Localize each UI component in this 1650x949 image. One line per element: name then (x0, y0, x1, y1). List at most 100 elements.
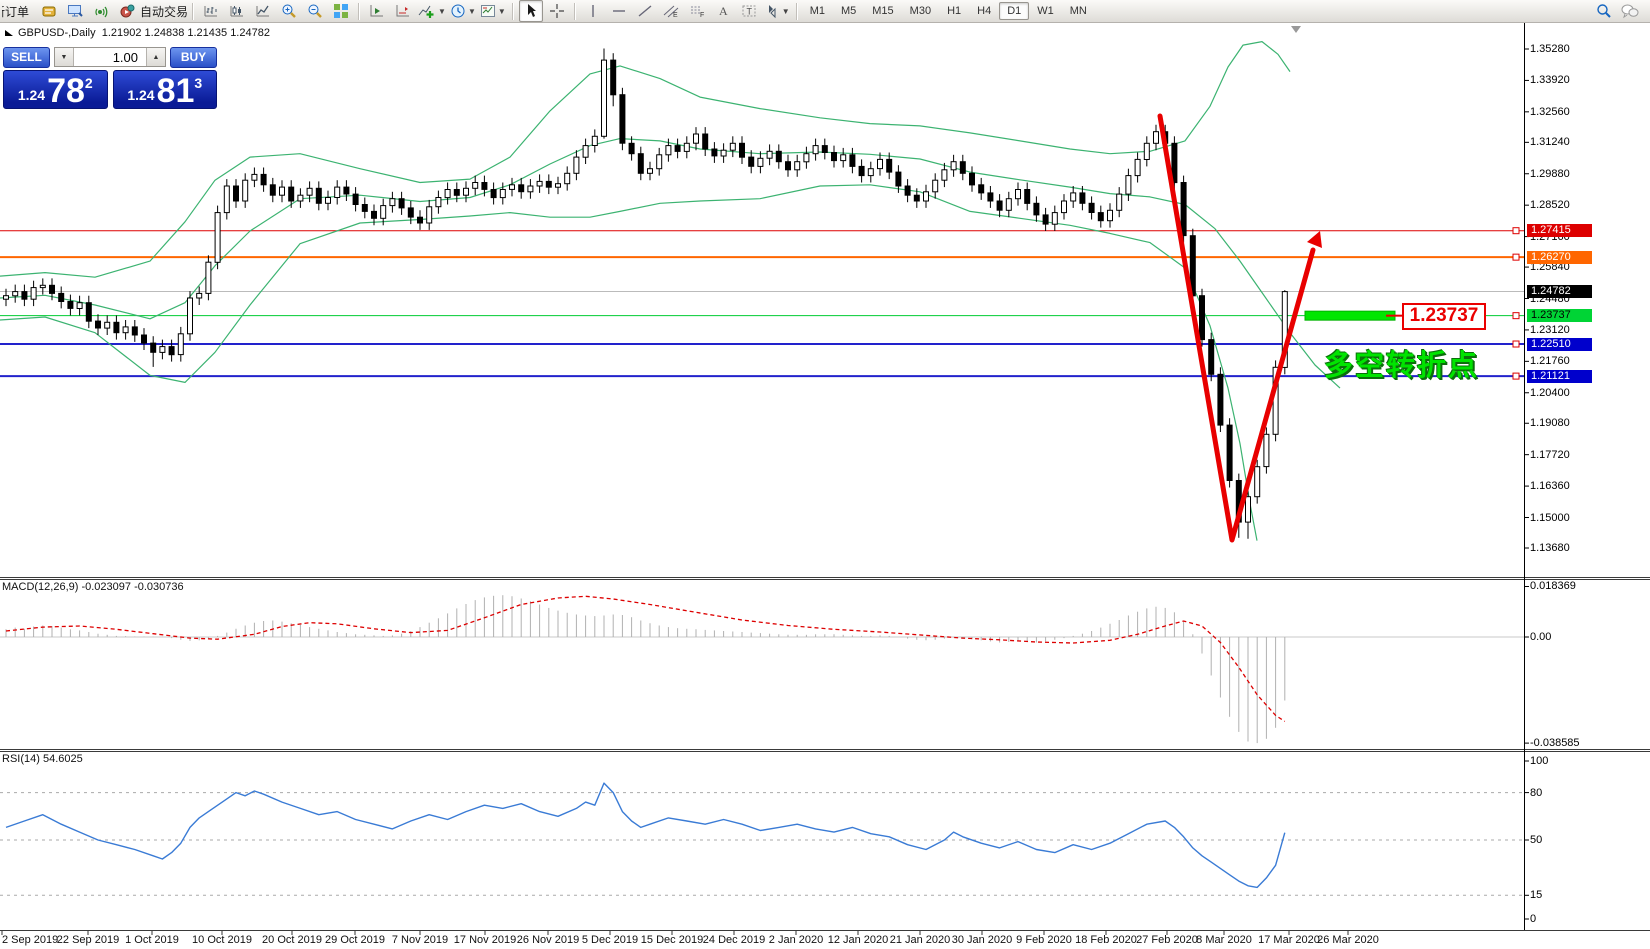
price-tick-label: 1.25840 (1530, 261, 1570, 274)
toolbar-separator (358, 2, 361, 20)
date-tick-label: 15 Dec 2019 (640, 934, 704, 946)
signal-icon[interactable] (89, 0, 113, 22)
timeframe-m30-button[interactable]: M30 (909, 5, 932, 17)
price-level-badge: 1.24782 (1527, 285, 1592, 299)
volume-increase-button[interactable]: ▲ (146, 48, 165, 66)
rsi-scale-label: 100 (1530, 755, 1549, 767)
date-tick-label: 10 Oct 2019 (192, 934, 252, 946)
date-tick-label: 2 Sep 2019 (2, 934, 59, 946)
date-tick-label: 1 Oct 2019 (125, 934, 179, 946)
rsi-scale-label: 0 (1530, 913, 1537, 925)
date-tick-label: 21 Jan 2020 (889, 934, 951, 946)
market-watch-icon[interactable] (37, 0, 61, 22)
line-chart-icon[interactable] (251, 0, 275, 22)
timeframe-h1-button[interactable]: H1 (947, 5, 962, 17)
auto-trading-label[interactable]: 自动交易 (140, 4, 189, 19)
price-level-badge: 1.22510 (1527, 337, 1592, 351)
svg-text:F: F (700, 12, 704, 19)
price-tick-label: 1.28520 (1530, 199, 1570, 212)
periods-icon[interactable]: ▼ (449, 0, 477, 22)
price-tick-label: 1.17720 (1530, 448, 1570, 461)
buy-price-tile[interactable]: 1.24 81 3 (112, 70, 217, 110)
price-tick-label: 1.21760 (1530, 355, 1570, 368)
timeframe-d1-button[interactable]: D1 (999, 2, 1030, 20)
indicators-icon[interactable]: ▼ (417, 0, 447, 22)
sell-price-big: 78 (47, 72, 85, 110)
chevron-down-icon: ▼ (781, 6, 790, 16)
arrows-icon[interactable]: ▼ (763, 0, 791, 22)
sell-price-tile[interactable]: 1.24 78 2 (3, 70, 108, 109)
timeframe-m1-button[interactable]: M1 (809, 5, 825, 17)
timeframe-h4-button[interactable]: H4 (977, 5, 992, 17)
price-tick-label: 1.15000 (1530, 511, 1570, 524)
date-tick-label: 17 Mar 2020 (1258, 934, 1320, 946)
auto-scroll-icon[interactable] (365, 0, 389, 22)
timeframe-w1-button[interactable]: W1 (1037, 5, 1054, 17)
crosshair-icon[interactable] (545, 0, 569, 22)
date-tick-label: 27 Feb 2020 (1136, 934, 1198, 946)
zoom-out-icon[interactable] (303, 0, 327, 22)
vertical-line-icon[interactable] (581, 0, 605, 22)
volume-value[interactable]: 1.00 (112, 49, 138, 65)
sell-price-pip: 2 (84, 75, 93, 91)
search-icon[interactable] (1592, 0, 1616, 22)
timeframe-m15-button[interactable]: M15 (872, 5, 894, 17)
svg-text:A: A (719, 4, 728, 18)
timeframe-mn-button[interactable]: MN (1069, 5, 1087, 17)
date-tick-label: 30 Jan 2020 (951, 934, 1013, 946)
bar-chart-icon[interactable] (199, 0, 223, 22)
target-price-label[interactable]: 1.23737 (1402, 302, 1486, 330)
chart-shift-icon[interactable] (391, 0, 415, 22)
timeframe-m5-button[interactable]: M5 (840, 5, 857, 17)
zoom-in-icon[interactable] (277, 0, 301, 22)
buy-price-prefix: 1.24 (127, 87, 155, 103)
volume-stepper: ▼ 1.00 ▲ (54, 47, 166, 67)
volume-decrease-button[interactable]: ▼ (55, 48, 74, 66)
sell-button[interactable]: SELL (3, 46, 50, 68)
svg-text:E: E (673, 12, 678, 19)
date-tick-label: 18 Feb 2020 (1075, 934, 1137, 946)
price-tick-label: 1.32560 (1530, 105, 1570, 118)
trendline-icon[interactable] (633, 0, 657, 22)
cursor-icon[interactable] (518, 0, 543, 22)
price-tick-label: 1.33920 (1530, 74, 1570, 87)
buy-price-big: 81 (156, 72, 195, 110)
tile-windows-icon[interactable] (329, 0, 353, 22)
timeframe-group: M1 M5 M15 M30 H1 H4 D1 W1 MN (802, 2, 1095, 20)
date-tick-label: 12 Jan 2020 (827, 934, 889, 946)
price-tick-label: 1.16360 (1530, 480, 1570, 493)
candlestick-chart-icon[interactable] (225, 0, 249, 22)
sell-price-prefix: 1.24 (17, 87, 46, 103)
price-level-badge: 1.21121 (1527, 369, 1592, 383)
date-tick-label: 26 Nov 2019 (516, 934, 580, 946)
rsi-scale-label: 15 (1530, 889, 1543, 902)
price-tick-label: 1.23120 (1530, 323, 1570, 336)
new-order-button[interactable]: 新订单 (2, 4, 30, 19)
terminal-icon[interactable] (63, 0, 87, 22)
rsi-scale-label: 80 (1530, 786, 1543, 799)
text-icon[interactable]: A (711, 0, 735, 22)
date-tick-label: 8 Mar 2020 (1196, 934, 1252, 946)
toolbar-separator (573, 2, 576, 20)
reversal-point-annotation[interactable]: 多空转折点 (1324, 350, 1480, 382)
horizontal-line-icon[interactable] (607, 0, 631, 22)
fibonacci-icon[interactable]: F (685, 0, 709, 22)
toolbar-separator (795, 2, 798, 20)
chevron-down-icon: ▼ (438, 6, 446, 16)
auto-trading-icon[interactable] (115, 0, 139, 22)
macd-scale-label: 0.018369 (1530, 580, 1576, 593)
buy-button[interactable]: BUY (170, 46, 217, 68)
rsi-scale-label: 50 (1530, 834, 1543, 846)
equidistant-channel-icon[interactable]: E (659, 0, 683, 22)
text-label-icon[interactable]: T (737, 0, 761, 22)
symbol-marker-icon (5, 30, 13, 36)
buy-price-pip: 3 (194, 75, 203, 91)
toolbar-separator (511, 2, 514, 20)
chat-icon[interactable] (1618, 0, 1642, 22)
price-tick-label: 1.13680 (1530, 542, 1570, 554)
date-tick-label: 26 Mar 2020 (1317, 934, 1379, 946)
templates-icon[interactable]: ▼ (479, 0, 507, 22)
toolbar-separator (192, 2, 195, 20)
